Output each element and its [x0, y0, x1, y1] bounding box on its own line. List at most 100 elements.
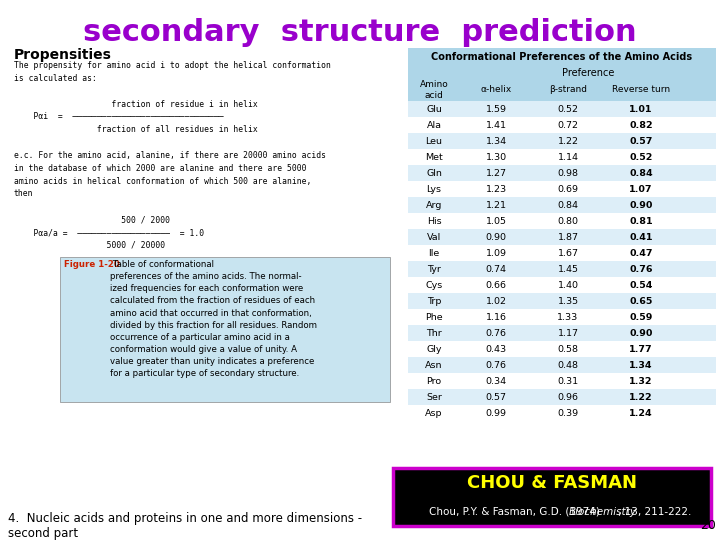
- Text: 0.90: 0.90: [629, 200, 653, 210]
- FancyBboxPatch shape: [408, 373, 716, 389]
- Text: Ala: Ala: [426, 120, 441, 130]
- Text: Phe: Phe: [426, 313, 443, 321]
- FancyBboxPatch shape: [408, 277, 716, 293]
- Text: Propensities: Propensities: [14, 48, 112, 62]
- Text: 0.76: 0.76: [485, 328, 506, 338]
- Text: 1.24: 1.24: [629, 408, 653, 417]
- Text: 1.40: 1.40: [557, 280, 578, 289]
- Text: 1.87: 1.87: [557, 233, 578, 241]
- FancyBboxPatch shape: [408, 357, 716, 373]
- Text: 1.17: 1.17: [557, 328, 578, 338]
- Text: Table of conformational
preferences of the amino acids. The normal-
ized frequen: Table of conformational preferences of t…: [110, 260, 317, 379]
- Text: Reverse turn: Reverse turn: [612, 85, 670, 94]
- Text: 1.35: 1.35: [557, 296, 579, 306]
- Text: Pro: Pro: [426, 376, 441, 386]
- Text: 0.65: 0.65: [629, 296, 653, 306]
- FancyBboxPatch shape: [408, 341, 716, 357]
- Text: 0.59: 0.59: [629, 313, 653, 321]
- Text: Glu: Glu: [426, 105, 442, 113]
- Text: 1.02: 1.02: [485, 296, 506, 306]
- Text: Preference: Preference: [562, 68, 614, 78]
- Text: Thr: Thr: [426, 328, 442, 338]
- Text: 0.99: 0.99: [485, 408, 506, 417]
- Text: 1.33: 1.33: [557, 313, 579, 321]
- Text: 1.34: 1.34: [629, 361, 653, 369]
- Text: 0.98: 0.98: [557, 168, 578, 178]
- Text: 0.54: 0.54: [629, 280, 653, 289]
- Text: 0.84: 0.84: [629, 168, 653, 178]
- FancyBboxPatch shape: [408, 389, 716, 405]
- Text: 1.22: 1.22: [557, 137, 578, 145]
- Text: Biochemistry: Biochemistry: [568, 507, 636, 517]
- Text: 1.23: 1.23: [485, 185, 507, 193]
- FancyBboxPatch shape: [408, 117, 716, 133]
- Text: Trp: Trp: [427, 296, 441, 306]
- Text: 0.48: 0.48: [557, 361, 578, 369]
- Text: Asn: Asn: [426, 361, 443, 369]
- FancyBboxPatch shape: [408, 66, 716, 79]
- Text: 20: 20: [700, 519, 716, 532]
- Text: 1.14: 1.14: [557, 152, 578, 161]
- Text: 0.66: 0.66: [485, 280, 506, 289]
- Text: Gly: Gly: [426, 345, 442, 354]
- Text: 0.47: 0.47: [629, 248, 653, 258]
- Text: 1.41: 1.41: [485, 120, 506, 130]
- FancyBboxPatch shape: [408, 48, 716, 66]
- Text: 0.31: 0.31: [557, 376, 579, 386]
- Text: 1.30: 1.30: [485, 152, 507, 161]
- Text: 0.39: 0.39: [557, 408, 579, 417]
- FancyBboxPatch shape: [408, 245, 716, 261]
- FancyBboxPatch shape: [408, 165, 716, 181]
- Text: Leu: Leu: [426, 137, 443, 145]
- Text: 1.22: 1.22: [629, 393, 653, 402]
- Text: Chou, P.Y. & Fasman, G.D. (1974): Chou, P.Y. & Fasman, G.D. (1974): [429, 507, 606, 517]
- Text: Met: Met: [425, 152, 443, 161]
- Text: 0.52: 0.52: [629, 152, 653, 161]
- Text: Arg: Arg: [426, 200, 442, 210]
- Text: 1.67: 1.67: [557, 248, 578, 258]
- Text: 0.76: 0.76: [629, 265, 653, 273]
- Text: 0.72: 0.72: [557, 120, 578, 130]
- Text: 1.05: 1.05: [485, 217, 506, 226]
- Text: β-strand: β-strand: [549, 85, 587, 94]
- Text: 1.21: 1.21: [485, 200, 506, 210]
- Text: 0.90: 0.90: [629, 328, 653, 338]
- Text: α-helix: α-helix: [480, 85, 512, 94]
- FancyBboxPatch shape: [408, 181, 716, 197]
- Text: 1.32: 1.32: [629, 376, 653, 386]
- FancyBboxPatch shape: [408, 213, 716, 229]
- Text: 0.96: 0.96: [557, 393, 578, 402]
- Text: 0.34: 0.34: [485, 376, 507, 386]
- FancyBboxPatch shape: [408, 79, 716, 101]
- Text: His: His: [427, 217, 441, 226]
- Text: Conformational Preferences of the Amino Acids: Conformational Preferences of the Amino …: [431, 52, 693, 62]
- Text: 1.09: 1.09: [485, 248, 506, 258]
- Text: 1.45: 1.45: [557, 265, 578, 273]
- Text: 0.82: 0.82: [629, 120, 653, 130]
- Text: 0.57: 0.57: [485, 393, 506, 402]
- FancyBboxPatch shape: [408, 325, 716, 341]
- Text: Cys: Cys: [426, 280, 443, 289]
- Text: 0.69: 0.69: [557, 185, 578, 193]
- Text: 0.76: 0.76: [485, 361, 506, 369]
- Text: 1.07: 1.07: [629, 185, 653, 193]
- FancyBboxPatch shape: [408, 293, 716, 309]
- FancyBboxPatch shape: [408, 261, 716, 277]
- Text: Asp: Asp: [426, 408, 443, 417]
- FancyBboxPatch shape: [408, 229, 716, 245]
- Text: 0.58: 0.58: [557, 345, 578, 354]
- Text: Lys: Lys: [426, 185, 441, 193]
- Text: Figure 1-20: Figure 1-20: [64, 260, 120, 269]
- Text: 0.52: 0.52: [557, 105, 578, 113]
- Text: 0.57: 0.57: [629, 137, 653, 145]
- Text: Tyr: Tyr: [427, 265, 441, 273]
- Text: 0.81: 0.81: [629, 217, 653, 226]
- Text: Val: Val: [427, 233, 441, 241]
- Text: 1.59: 1.59: [485, 105, 506, 113]
- FancyBboxPatch shape: [408, 197, 716, 213]
- Text: 4.  Nucleic acids and proteins in one and more dimensions -
second part: 4. Nucleic acids and proteins in one and…: [8, 512, 362, 540]
- Text: Ser: Ser: [426, 393, 442, 402]
- Text: CHOU & FASMAN: CHOU & FASMAN: [467, 474, 637, 492]
- Text: 0.84: 0.84: [557, 200, 578, 210]
- Text: The propensity for amino acid i to adopt the helical conformation
is calculated : The propensity for amino acid i to adopt…: [14, 61, 331, 250]
